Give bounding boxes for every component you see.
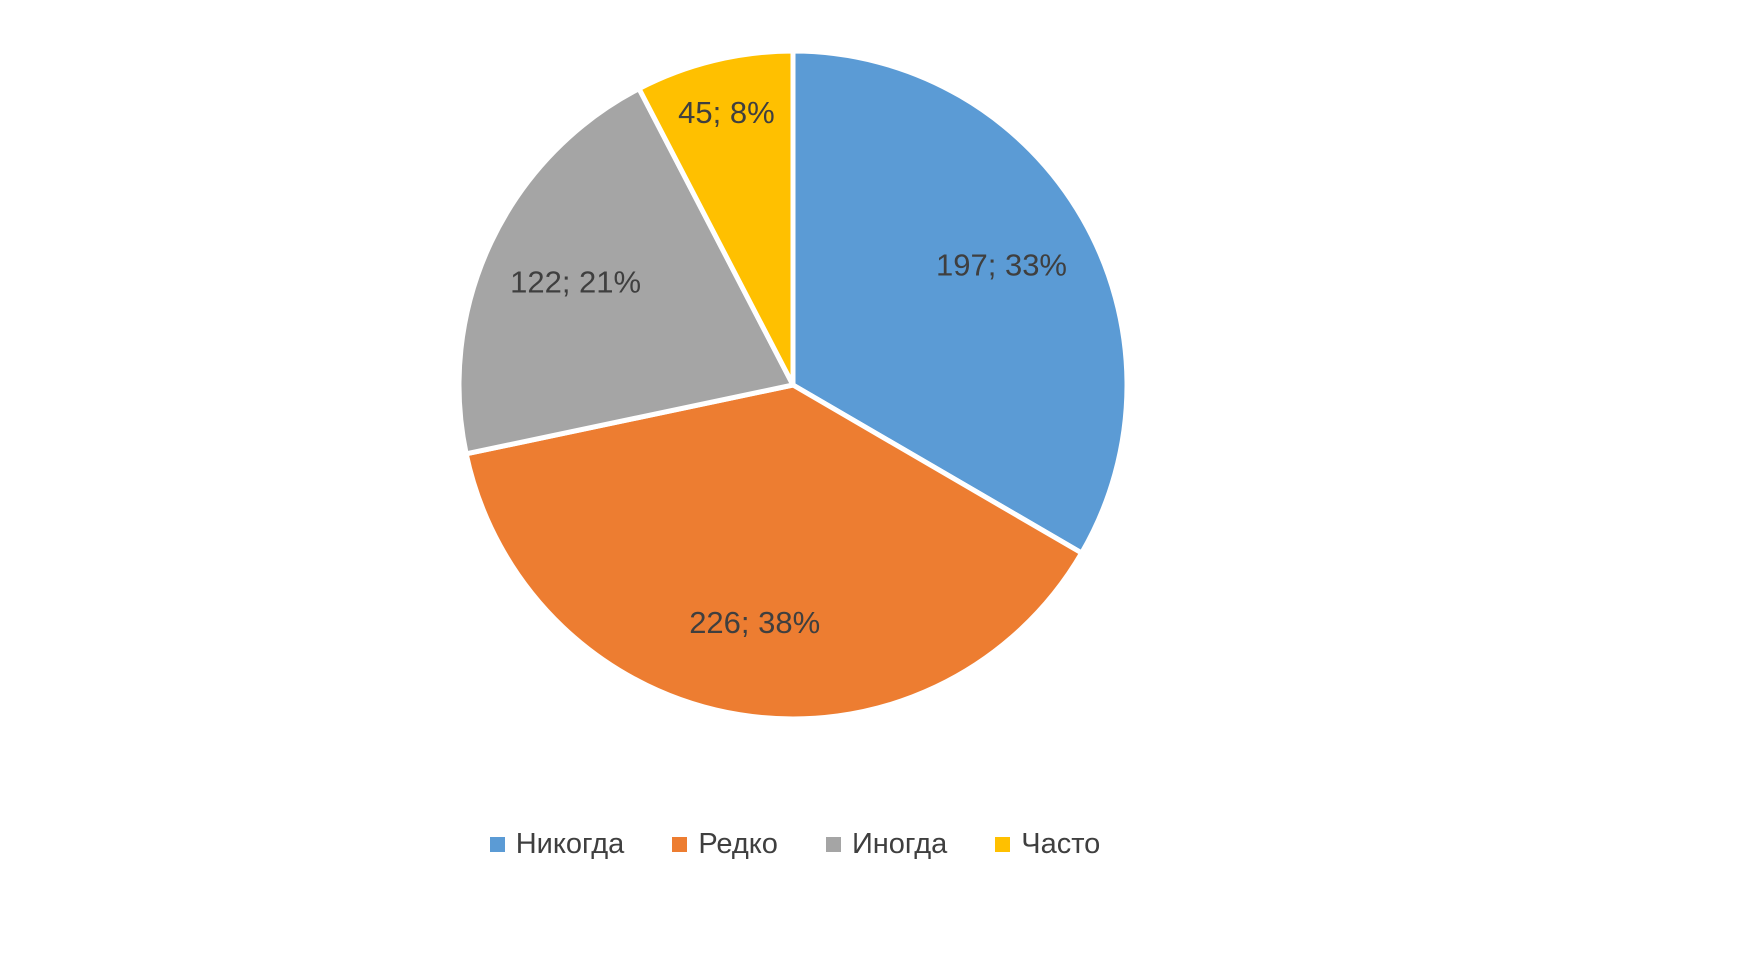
- legend-swatch-1: [672, 837, 688, 852]
- legend-item-0: Никогда: [489, 828, 625, 860]
- slice-data-label-0: 197; 33%: [936, 248, 1067, 283]
- pie-slice-1: [463, 382, 1085, 722]
- legend-label-2: Иногда: [851, 828, 948, 860]
- pie-slice-2: [456, 86, 796, 457]
- legend-swatch-2: [825, 837, 841, 852]
- legend-item-1: Редко: [672, 830, 778, 859]
- legend-label-3: Часто: [1021, 828, 1101, 860]
- pie-slice-0: [790, 48, 1130, 556]
- slice-data-label-1: 226; 38%: [689, 605, 820, 640]
- slice-data-label-2: 122; 21%: [510, 265, 641, 300]
- legend-item-3: Часто: [995, 830, 1100, 859]
- pie-slice-3: [636, 48, 796, 388]
- legend-label-0: Никогда: [515, 828, 625, 860]
- legend-label-1: Редко: [698, 828, 778, 860]
- slice-data-label-3: 45; 8%: [678, 95, 775, 130]
- chart-legend: Никогда Редко Иногда Часто: [0, 830, 1590, 859]
- legend-swatch-3: [995, 837, 1011, 852]
- legend-item-2: Иногда: [825, 828, 948, 860]
- legend-swatch-0: [489, 837, 505, 852]
